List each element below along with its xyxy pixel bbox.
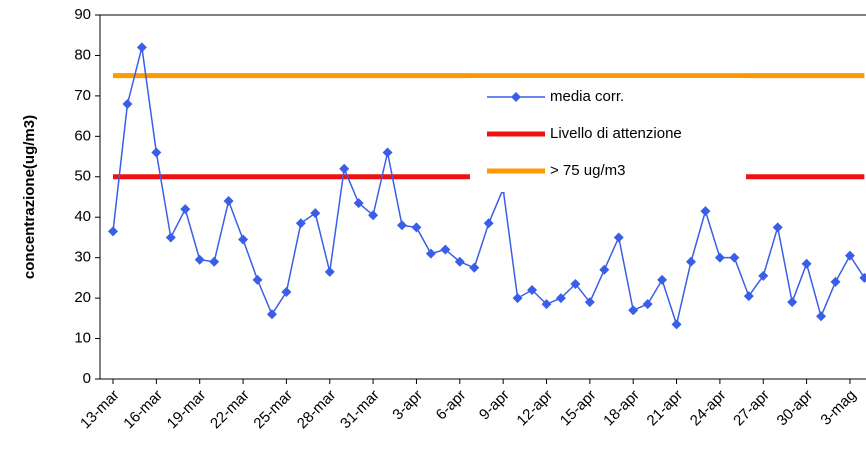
data-point: [628, 305, 639, 316]
data-point: [252, 274, 263, 285]
data-point: [397, 220, 407, 231]
data-point: [816, 311, 827, 322]
y-tick-label: 70: [74, 87, 91, 104]
data-point: [743, 291, 754, 302]
data-point: [353, 198, 364, 209]
data-point: [729, 252, 740, 263]
data-point: [209, 256, 220, 267]
x-tick-label: 3-apr: [389, 387, 426, 424]
y-tick-label: 40: [74, 208, 91, 225]
data-point: [382, 147, 393, 158]
data-point: [657, 274, 668, 285]
data-point: [266, 309, 277, 320]
x-tick-label: 16-mar: [120, 387, 166, 433]
data-point: [642, 299, 653, 310]
x-tick-label: 12-apr: [513, 387, 556, 430]
data-point: [570, 278, 581, 289]
y-tick-label: 20: [74, 289, 91, 306]
data-point: [758, 270, 769, 281]
data-point: [440, 244, 451, 255]
y-tick-label: 80: [74, 46, 91, 63]
data-point: [136, 42, 147, 53]
data-point: [339, 163, 350, 174]
data-point: [700, 206, 711, 217]
legend: media corr. Livello di attenzione > 75 ug/…: [470, 78, 746, 192]
x-tick-label: 25-mar: [250, 387, 296, 433]
x-tick-label: 31-mar: [337, 387, 383, 433]
y-axis-label: concentrazione(ug/m3): [21, 115, 38, 279]
legend-marker: [511, 92, 521, 102]
y-tick-label: 50: [74, 168, 91, 185]
data-point: [151, 147, 162, 158]
legend-label: Livello di attenzione: [550, 125, 682, 142]
data-point: [295, 218, 306, 229]
data-point: [787, 297, 798, 308]
data-point: [527, 285, 538, 296]
data-point: [108, 226, 118, 237]
x-tick-label: 21-apr: [644, 387, 687, 430]
data-point: [281, 287, 292, 298]
data-point: [772, 222, 783, 233]
data-point: [238, 234, 249, 245]
x-tick-label: 24-apr: [687, 387, 730, 430]
data-point: [368, 210, 379, 221]
legend-label: > 75 ug/m3: [550, 162, 625, 179]
x-tick-label: 15-apr: [557, 387, 600, 430]
data-point: [411, 222, 422, 233]
y-tick-label: 0: [83, 370, 91, 387]
x-tick-label: 6-apr: [433, 387, 470, 424]
x-tick-label: 22-mar: [207, 387, 253, 433]
x-tick-label: 30-apr: [774, 387, 817, 430]
data-point: [223, 196, 234, 207]
data-point: [801, 258, 812, 269]
x-tick-label: 19-mar: [164, 387, 210, 433]
y-tick-label: 90: [74, 6, 91, 23]
data-point: [324, 266, 335, 277]
data-point: [686, 256, 696, 267]
legend-label: media corr.: [550, 88, 624, 105]
y-tick-label: 30: [74, 249, 91, 266]
data-point: [454, 256, 465, 267]
data-point: [714, 252, 725, 263]
x-tick-label: 3-mag: [817, 387, 859, 429]
data-point: [483, 218, 494, 229]
data-point: [584, 297, 595, 308]
data-point: [830, 276, 841, 287]
data-point: [555, 293, 566, 304]
data-point: [599, 264, 610, 275]
data-point: [613, 232, 624, 243]
data-point: [165, 232, 176, 243]
data-point: [469, 262, 480, 273]
data-point: [541, 299, 552, 310]
data-point: [310, 208, 321, 219]
data-point: [859, 272, 866, 283]
data-point: [180, 204, 191, 215]
x-tick-label: 9-apr: [476, 387, 513, 424]
data-point: [512, 293, 523, 304]
data-point: [425, 248, 436, 259]
x-tick-label: 13-mar: [77, 387, 123, 433]
data-point: [122, 98, 133, 109]
x-tick-label: 27-apr: [730, 387, 773, 430]
y-tick-label: 10: [74, 330, 91, 347]
y-tick-label: 60: [74, 127, 91, 144]
data-point: [671, 319, 682, 330]
x-tick-label: 18-apr: [600, 387, 643, 430]
data-point: [194, 254, 205, 265]
x-tick-label: 28-mar: [294, 387, 340, 433]
data-point: [844, 250, 855, 261]
